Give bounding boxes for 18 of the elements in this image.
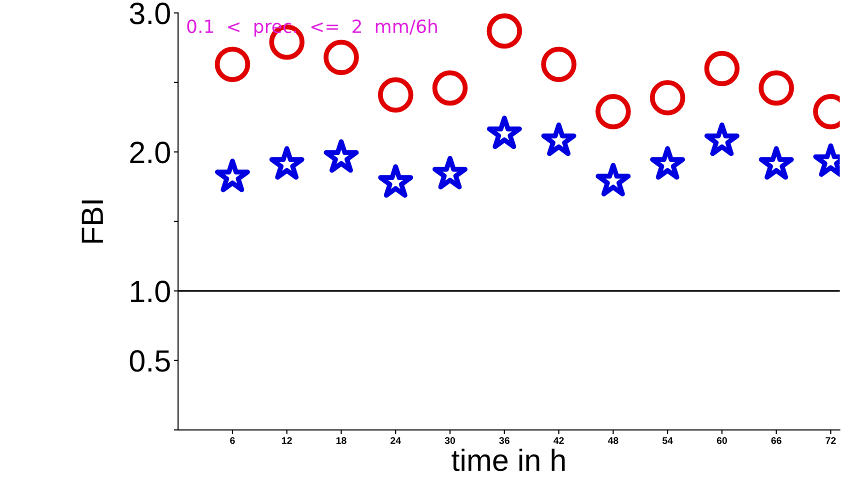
x-tick-label: 60 <box>716 437 727 444</box>
x-tick-label: 54 <box>662 437 673 444</box>
x-tick-label: 48 <box>608 437 618 444</box>
x-tick-label: 12 <box>282 437 292 444</box>
x-tick-label: 6 <box>230 437 235 444</box>
y-tick-label: 1.0 <box>130 280 170 302</box>
y-tick-label: 3.0 <box>130 2 170 24</box>
x-tick-label: 18 <box>336 437 346 444</box>
x-tick-label: 24 <box>390 437 401 444</box>
x-tick-label: 36 <box>499 437 510 444</box>
x-tick-label: 42 <box>554 437 564 444</box>
x-axis-title: time in h <box>452 448 565 472</box>
y-axis-title: FBI <box>82 200 103 243</box>
x-tick-label: 66 <box>771 437 782 444</box>
x-tick-label: 30 <box>444 437 456 444</box>
x-tick-label: 72 <box>826 437 836 444</box>
y-tick-label: 2.0 <box>130 142 170 164</box>
y-tick-label: 0.5 <box>130 350 170 372</box>
